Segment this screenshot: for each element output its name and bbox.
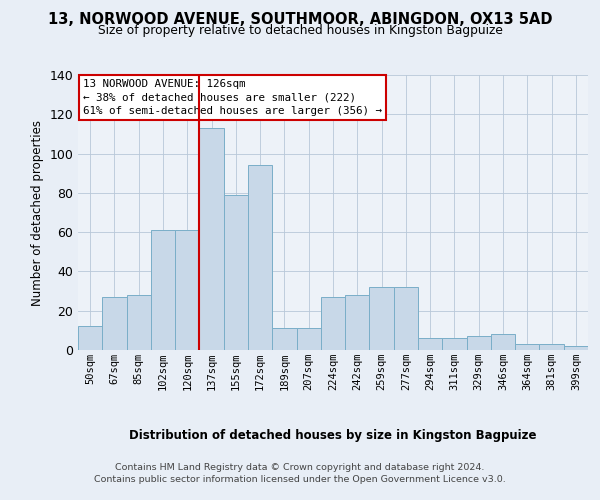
Bar [467, 336, 491, 350]
Bar [321, 297, 345, 350]
Bar [442, 338, 467, 350]
Text: 13 NORWOOD AVENUE: 126sqm
← 38% of detached houses are smaller (222)
61% of semi: 13 NORWOOD AVENUE: 126sqm ← 38% of detac… [83, 79, 382, 116]
Bar [248, 166, 272, 350]
Bar [151, 230, 175, 350]
Bar [370, 287, 394, 350]
Bar [78, 326, 102, 350]
Text: Size of property relative to detached houses in Kingston Bagpuize: Size of property relative to detached ho… [98, 24, 502, 37]
Y-axis label: Number of detached properties: Number of detached properties [31, 120, 44, 306]
Text: Distribution of detached houses by size in Kingston Bagpuize: Distribution of detached houses by size … [129, 430, 537, 442]
Bar [345, 295, 370, 350]
Bar [418, 338, 442, 350]
Bar [272, 328, 296, 350]
Bar [127, 295, 151, 350]
Bar [539, 344, 564, 350]
Text: Contains public sector information licensed under the Open Government Licence v3: Contains public sector information licen… [94, 474, 506, 484]
Bar [515, 344, 539, 350]
Bar [224, 195, 248, 350]
Bar [102, 297, 127, 350]
Bar [199, 128, 224, 350]
Bar [491, 334, 515, 350]
Bar [394, 287, 418, 350]
Text: 13, NORWOOD AVENUE, SOUTHMOOR, ABINGDON, OX13 5AD: 13, NORWOOD AVENUE, SOUTHMOOR, ABINGDON,… [48, 12, 552, 28]
Bar [175, 230, 199, 350]
Bar [564, 346, 588, 350]
Bar [296, 328, 321, 350]
Text: Contains HM Land Registry data © Crown copyright and database right 2024.: Contains HM Land Registry data © Crown c… [115, 464, 485, 472]
